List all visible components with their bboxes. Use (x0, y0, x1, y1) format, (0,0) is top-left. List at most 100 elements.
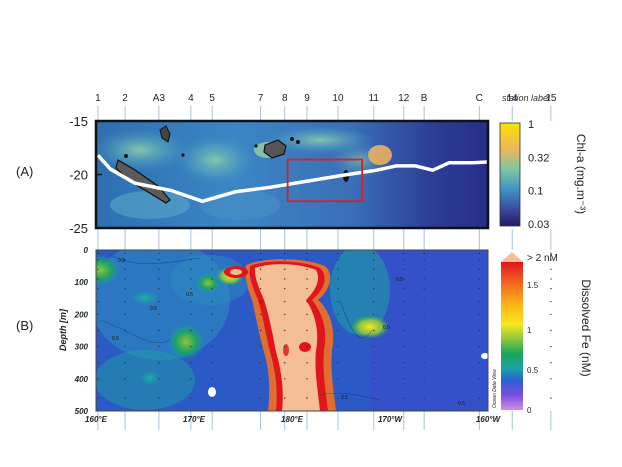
sample-point (259, 252, 262, 254)
island-new-caledonia (115, 159, 171, 204)
sample-point (403, 252, 405, 254)
sample-point (284, 345, 286, 348)
station-label: 1 (95, 93, 101, 104)
sample-point (211, 345, 213, 348)
contour-label: 0.5 (112, 336, 119, 342)
sample-point (373, 329, 375, 332)
sample-point (259, 278, 262, 280)
sample-point (284, 278, 286, 280)
chl-colorbar-ticks: 1 0.32 0.1 0.03 (528, 119, 549, 231)
fe-x-tick-label: 160°W (476, 415, 502, 424)
sample-point (190, 362, 192, 364)
fe-y-tick-label: 100 (75, 278, 89, 287)
sample-point (97, 258, 99, 261)
sample-point (550, 278, 552, 280)
sample-point (284, 258, 286, 261)
sample-point (124, 258, 126, 261)
sample-point (403, 287, 405, 290)
sample-point (373, 252, 375, 254)
sample-point (423, 287, 425, 290)
sample-point (403, 345, 405, 348)
ship-track (96, 154, 551, 204)
chl-colorbar-tick-label: 1 (528, 119, 534, 131)
sample-point (211, 258, 213, 261)
contour-label: 0.5 (150, 306, 157, 312)
fe-y-tick-label: 0 (84, 246, 89, 255)
sample-point (284, 287, 286, 290)
sample-point (423, 258, 425, 261)
sample-point (284, 252, 286, 254)
sample-point (211, 287, 213, 290)
sample-point (550, 268, 552, 271)
station-label: 15 (545, 93, 557, 104)
sample-point (478, 252, 480, 254)
sample-point (306, 329, 308, 332)
sample-point (124, 300, 126, 303)
sample-point (478, 278, 480, 280)
sample-point (550, 258, 552, 261)
station-label: 11 (369, 93, 380, 104)
panel-label-b: (B) (16, 318, 33, 333)
sample-point (306, 362, 308, 364)
sample-point (337, 268, 339, 271)
sample-point (284, 362, 286, 364)
sample-point (190, 345, 192, 348)
sample-point (306, 378, 308, 380)
sample-point (284, 329, 286, 332)
sample-point (259, 397, 262, 399)
sample-point (550, 252, 552, 254)
sample-point (478, 345, 480, 348)
fe-colorbar-tick-label: 1.5 (527, 281, 539, 290)
sample-point (158, 313, 160, 316)
station-label: 14 (507, 93, 519, 104)
sample-point (478, 313, 480, 316)
sample-point (97, 287, 99, 290)
sample-points (97, 252, 552, 399)
station-guide-lines (97, 106, 552, 430)
chl-colorbar-label: Chl-a (mg.m⁻³) (574, 134, 588, 214)
chl-y-tick-label: -20 (69, 168, 88, 183)
sample-point (259, 362, 262, 364)
sample-point (124, 378, 126, 380)
fe-x-tick-label: 170°W (378, 415, 404, 424)
contour-label: 0.5 (341, 395, 348, 401)
sample-point (478, 268, 480, 271)
station-label: 8 (282, 93, 288, 104)
sample-point (259, 313, 262, 316)
sample-point (211, 268, 213, 271)
island-vanuatu (159, 125, 171, 143)
sample-point (373, 258, 375, 261)
sample-point (259, 378, 262, 380)
sample-point (124, 252, 126, 254)
sample-point (211, 313, 213, 316)
sample-point (423, 313, 425, 316)
chl-map-y-ticks: -15 -20 -25 (69, 114, 102, 236)
sample-point (124, 313, 126, 316)
sample-point (550, 378, 552, 380)
sample-point (211, 278, 213, 280)
sample-point (97, 268, 99, 271)
sample-point (284, 268, 286, 271)
sample-point (158, 258, 160, 261)
sample-point (124, 345, 126, 348)
sample-point (423, 345, 425, 348)
sample-point (337, 329, 339, 332)
sample-point (97, 252, 99, 254)
sample-point (403, 278, 405, 280)
fe-colorbar-tick-label: 1 (527, 326, 532, 335)
sample-point (337, 258, 339, 261)
fe-colorbar-top-label: > 2 nM (527, 253, 558, 264)
fe-colorbar-label: Dissolved Fe (nM) (579, 279, 593, 376)
sample-point (97, 345, 99, 348)
sample-point (190, 378, 192, 380)
sample-point (190, 329, 192, 332)
fe-colorbar-tick-label: 0.5 (527, 366, 539, 375)
station-labels: 1 2 A3 4 5 7 8 9 10 11 12 B C 14 15 (95, 93, 557, 104)
fe-x-ticks: 160°E 170°E 180°E 170°W 160°W (85, 415, 501, 424)
sample-point (306, 345, 308, 348)
fe-y-tick-label: 400 (74, 375, 89, 384)
sample-point (97, 397, 99, 399)
fe-y-ticks: 0 100 200 300 400 500 (74, 246, 89, 416)
sample-point (550, 313, 552, 316)
